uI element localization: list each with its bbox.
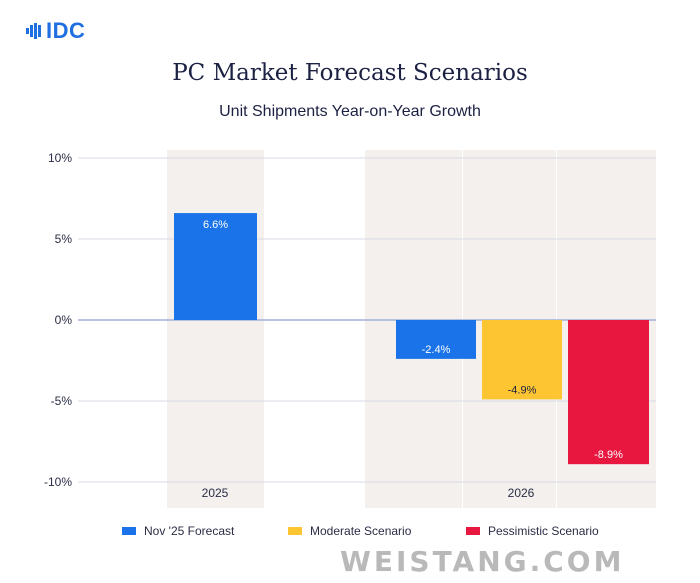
data-label: -4.9% (508, 384, 537, 396)
chart-subtitle: Unit Shipments Year-on-Year Growth (219, 103, 481, 120)
legend-swatch (288, 527, 302, 535)
idc-logo: IDC (26, 18, 85, 44)
legend-swatch (466, 527, 480, 535)
data-label: -2.4% (422, 344, 451, 356)
x-category-label: 2026 (508, 486, 535, 500)
bar-pessimistic-scenario-2026 (568, 320, 649, 465)
legend-item: Pessimistic Scenario (466, 524, 599, 538)
chart-legend: Nov '25 Forecast Moderate Scenario Pessimi… (0, 524, 700, 544)
legend-label: Moderate Scenario (310, 524, 412, 538)
legend-item: Moderate Scenario (288, 524, 411, 538)
legend-label: Pessimistic Scenario (488, 524, 599, 538)
idc-logo-text: IDC (46, 18, 86, 43)
legend-item: Nov '25 Forecast (122, 524, 234, 538)
idc-logo-icon (26, 23, 41, 39)
data-label: -8.9% (594, 449, 623, 461)
y-tick-label: -5% (51, 394, 73, 408)
y-tick-label: 10% (48, 151, 72, 165)
chart-title: PC Market Forecast Scenarios (172, 60, 528, 86)
category-band-0 (167, 150, 264, 508)
data-label: 6.6% (203, 219, 228, 231)
legend-label: Nov '25 Forecast (144, 524, 235, 538)
bar-nov-25-forecast-2026 (396, 320, 476, 359)
watermark: WEISTANG.COM (340, 545, 625, 578)
y-tick-label: 5% (55, 232, 73, 246)
bar-nov-25-forecast-2025 (174, 213, 257, 320)
y-tick-label: -10% (44, 475, 72, 489)
y-tick-label: 0% (55, 313, 73, 327)
legend-swatch (122, 527, 136, 535)
x-category-label: 2025 (202, 486, 229, 500)
bar-moderate-scenario-2026 (482, 320, 562, 400)
